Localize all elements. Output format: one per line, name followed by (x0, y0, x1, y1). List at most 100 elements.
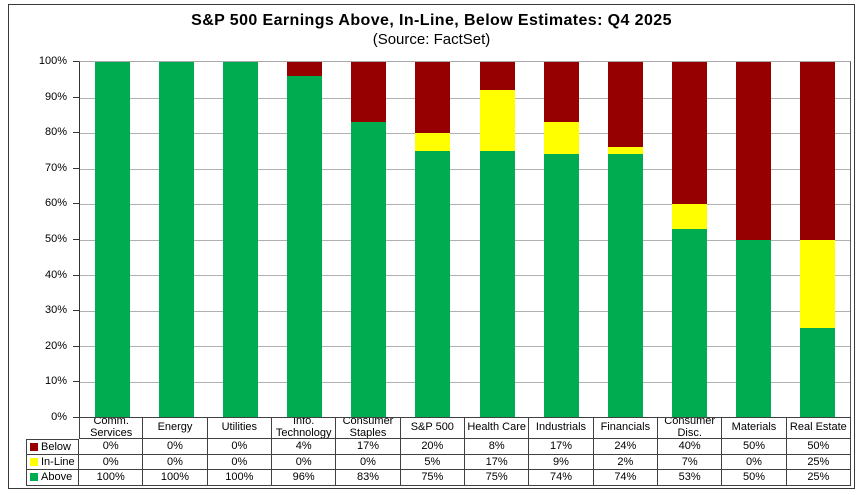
bar-segment-above (607, 154, 643, 417)
bar-segment-below (479, 62, 515, 91)
table-value-cell: 2% (593, 454, 658, 470)
table-value-cell: 0% (722, 454, 787, 470)
bar-segment-in-line (607, 147, 643, 155)
bar-segment-in-line (800, 239, 836, 329)
y-axis-tick-label: 0% (51, 411, 67, 423)
table-value-cell: 0% (336, 454, 401, 470)
table-value-cell: 0% (207, 439, 272, 455)
y-axis-tick-label: 90% (44, 90, 67, 103)
bar-segment-above (287, 76, 323, 417)
gridline (80, 97, 850, 99)
bar-segment-above (479, 150, 515, 417)
legend-swatch-in-line (30, 457, 38, 466)
table-value-cell: 75% (400, 470, 465, 486)
table-value-cell: 100% (79, 470, 144, 486)
gridline (80, 310, 850, 312)
plot-area (79, 61, 851, 417)
bar-segment-below (800, 62, 836, 240)
bar-segment-above (543, 154, 579, 417)
table-value-cell: 96% (272, 470, 337, 486)
chart-subtitle: (Source: FactSet) (372, 31, 491, 48)
bar-segment-in-line (543, 122, 579, 155)
bar-segment-below (415, 62, 451, 133)
y-axis-tick-label: 30% (44, 304, 67, 317)
y-axis-tick-mark (73, 381, 79, 382)
bar-column-industrials (529, 62, 593, 417)
table-value-cell: 53% (658, 470, 723, 486)
table-value-cell: 25% (786, 470, 851, 486)
stacked-bar (800, 62, 836, 417)
stacked-bar (222, 62, 258, 417)
y-axis-tick-mark (73, 239, 79, 240)
bar-segment-above (94, 62, 130, 417)
stacked-bar (415, 62, 451, 417)
bar-segment-above (222, 62, 258, 417)
stacked-bar (94, 62, 130, 417)
table-value-cell: 50% (722, 439, 787, 455)
table-corner-placeholder (26, 417, 79, 439)
table-value-cell: 0% (143, 454, 208, 470)
y-axis-tick-label: 80% (44, 126, 67, 139)
bar-column-utilities (208, 62, 272, 417)
table-value-cell: 0% (79, 454, 144, 470)
table-value-cell: 20% (400, 439, 465, 455)
bar-segment-in-line (415, 133, 451, 151)
category-header: Real Estate (786, 417, 851, 439)
bar-segment-below (351, 62, 387, 123)
table-value-cell: 0% (79, 439, 144, 455)
y-axis-labels: 100% 90% 80% 70% 60% 50% 40% 30% 20% 10% 0% (9, 55, 72, 423)
chart-frame: S&P 500 Earnings Above, In-Line, Below E… (8, 4, 855, 489)
category-header: Energy (143, 417, 208, 439)
category-header: Info. Technology (272, 417, 337, 439)
gridline (80, 239, 850, 241)
table-value-cell: 0% (143, 439, 208, 455)
stacked-bar (543, 62, 579, 417)
bar-column-energy (144, 62, 208, 417)
y-axis-tick-label: 50% (44, 233, 67, 245)
legend-cell-in-line: In-Line (26, 454, 79, 470)
bar-column-materials (722, 62, 786, 417)
y-axis-tick-mark (73, 417, 79, 418)
bar-segment-below (543, 62, 579, 123)
table-value-cell: 74% (593, 470, 658, 486)
table-value-cell: 0% (207, 454, 272, 470)
table-value-cell: 50% (722, 470, 787, 486)
gridline (80, 204, 850, 205)
table-value-cell: 0% (272, 454, 337, 470)
legend-cell-above: Above (26, 470, 79, 486)
table-value-cell: 74% (529, 470, 594, 486)
y-axis-tick-mark (73, 346, 79, 347)
gridline (80, 346, 850, 347)
legend-swatch-above (30, 473, 38, 482)
category-header: Consumer Staples (336, 417, 401, 439)
stacked-bar (479, 62, 515, 417)
category-header: Utilities (207, 417, 272, 439)
bar-column-s-p-500 (401, 62, 465, 417)
bar-column-financials (593, 62, 657, 417)
category-header: S&P 500 (400, 417, 465, 439)
category-header: Industrials (529, 417, 594, 439)
y-axis-tick-mark (73, 97, 79, 98)
legend-label: Above (41, 471, 73, 484)
chart-title: S&P 500 Earnings Above, In-Line, Below E… (191, 12, 672, 29)
stacked-bar (607, 62, 643, 417)
y-axis-tick-label: 40% (44, 268, 67, 281)
y-axis-tick-label: 20% (44, 339, 67, 352)
y-axis-tick-mark (73, 275, 79, 276)
table-value-cell: 75% (465, 470, 530, 486)
gridline (80, 381, 850, 383)
stacked-bar (351, 62, 387, 417)
bar-segment-below (287, 62, 323, 77)
table-value-cell: 9% (529, 454, 594, 470)
table-value-cell: 24% (593, 439, 658, 455)
bar-segment-below (736, 62, 772, 240)
y-axis-tick-mark (73, 168, 79, 169)
table-value-cell: 100% (207, 470, 272, 486)
legend-cell-below: Below (26, 439, 79, 455)
gridline (80, 168, 850, 170)
category-header: Materials (722, 417, 787, 439)
table-value-cell: 100% (143, 470, 208, 486)
bar-column-consumer-staples (337, 62, 401, 417)
stacked-bar (672, 62, 708, 417)
stacked-bar (287, 62, 323, 417)
